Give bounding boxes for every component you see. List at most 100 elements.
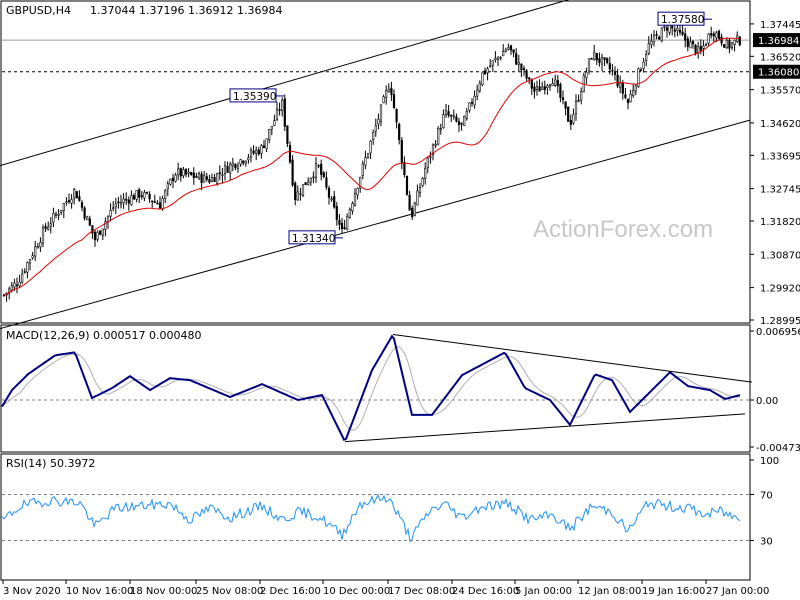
candle-body — [15, 284, 19, 287]
candle-body — [174, 174, 177, 182]
price-axis-label: 1.30870 — [760, 250, 800, 261]
candle-body — [460, 122, 463, 125]
candle-body — [49, 223, 52, 227]
candle-body — [468, 102, 471, 111]
candle-body — [585, 71, 588, 78]
candle-body — [182, 169, 185, 176]
macd-layer — [1, 334, 753, 443]
candle-body — [236, 165, 240, 170]
candle-body — [450, 114, 453, 117]
candle-body — [192, 172, 195, 178]
candle-body — [426, 157, 429, 168]
candle-body — [41, 227, 45, 244]
candle-body — [80, 202, 84, 208]
candle-body — [369, 141, 372, 154]
candle-body — [476, 89, 479, 97]
candle-body — [28, 259, 32, 264]
candle-body — [244, 160, 247, 164]
candle-body — [632, 90, 635, 96]
candle-body — [151, 200, 154, 203]
candle-body — [598, 58, 601, 63]
candle-body — [694, 44, 697, 54]
candle-body — [247, 157, 250, 161]
time-axis-label: 2 Dec 16:00 — [260, 586, 321, 597]
candle-body — [556, 80, 559, 87]
candle-body — [187, 171, 190, 174]
time-axis-label: 27 Jan 00:00 — [706, 586, 769, 597]
candle-body — [372, 132, 375, 141]
candle-body — [398, 123, 401, 140]
macd-triangle-upper — [392, 334, 753, 383]
candle-body — [145, 191, 149, 194]
candle-body — [351, 203, 354, 212]
candle-body — [99, 230, 102, 235]
candle-body — [421, 178, 424, 187]
candle-body — [353, 193, 357, 206]
price-tag-label: 1.36984 — [758, 36, 799, 47]
macd-axis-label: -0.004736 — [756, 443, 800, 454]
candle-body — [333, 196, 336, 208]
candle-body — [720, 36, 723, 44]
candle-body — [403, 162, 406, 176]
candle-body — [88, 218, 91, 226]
price-tag-label: 1.36080 — [758, 68, 799, 79]
candle-body — [307, 181, 310, 185]
candle-body — [496, 56, 500, 60]
rsi-panel-frame — [0, 453, 751, 581]
candle-body — [658, 36, 661, 40]
candle-body — [538, 86, 541, 92]
rsi-axis-label: 30 — [760, 537, 773, 548]
candle-body — [564, 101, 567, 109]
macd-axis-label: 0.006956 — [756, 327, 800, 338]
candle-body — [359, 177, 362, 189]
candle-body — [156, 202, 159, 205]
candle-body — [533, 86, 536, 92]
candle-body — [587, 58, 591, 72]
candle-body — [702, 45, 705, 49]
candle-body — [676, 27, 679, 31]
time-axis-label: 3 Nov 2020 — [3, 586, 61, 597]
candle-body — [663, 26, 666, 28]
candle-body — [723, 44, 726, 48]
candle-body — [541, 86, 544, 90]
time-axis-label: 19 Jan 16:00 — [642, 586, 705, 597]
candle-body — [385, 90, 388, 98]
price-annotation-label: 1.37580 — [661, 14, 704, 26]
candle-body — [606, 58, 609, 63]
candle-body — [504, 49, 507, 52]
candle-body — [481, 72, 484, 86]
candle-body — [119, 202, 123, 205]
candle-body — [343, 227, 346, 230]
candle-body — [465, 111, 468, 119]
candle-body — [642, 61, 645, 69]
candle-body — [455, 116, 458, 122]
candle-body — [223, 165, 227, 174]
candle-body — [39, 242, 42, 248]
candle-body — [447, 111, 450, 116]
candle-body — [229, 163, 232, 174]
candle-body — [330, 198, 333, 200]
time-axis-label: 5 Jan 00:00 — [515, 586, 572, 597]
candle-body — [148, 194, 151, 200]
candle-body — [437, 128, 440, 145]
candle-body — [340, 223, 344, 230]
candle-body — [234, 163, 237, 169]
candle-body — [268, 129, 271, 140]
candle-body — [603, 57, 606, 60]
time-axis-label: 10 Nov 16:00 — [66, 586, 133, 597]
candle-body — [728, 40, 731, 49]
candle-body — [275, 108, 279, 120]
candle-body — [486, 68, 489, 74]
candle-body — [697, 46, 700, 54]
candle-body — [673, 29, 676, 32]
candle-body — [171, 177, 175, 181]
candle-body — [62, 203, 65, 211]
candle-body — [629, 94, 632, 103]
candle-body — [639, 69, 643, 72]
candle-body — [130, 195, 133, 205]
candle-body — [322, 172, 325, 178]
candle-body — [286, 125, 289, 144]
candle-body — [392, 94, 396, 109]
candle-body — [699, 46, 702, 51]
